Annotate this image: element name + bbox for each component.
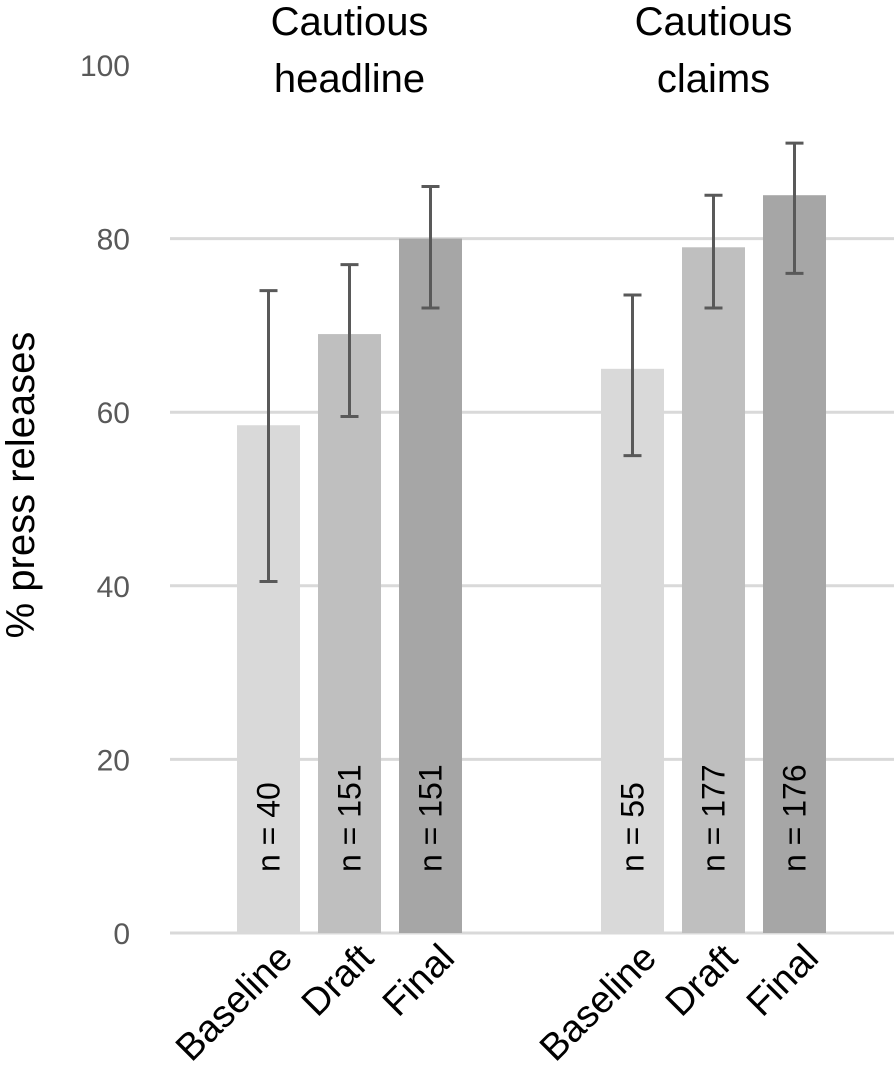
sample-size-label: n = 151 (332, 764, 368, 872)
category-label: Baseline (532, 937, 665, 1070)
category-label: Draft (658, 936, 746, 1024)
y-tick-label: 60 (97, 397, 130, 430)
bar-cautious-headline-draft (318, 334, 381, 934)
error-bar (340, 263, 359, 419)
error-bar (421, 185, 440, 310)
sample-size-label: n = 177 (696, 764, 732, 872)
error-bar (623, 293, 642, 458)
error-bar (259, 289, 278, 583)
sample-size-labels: n = 40 n = 151 n = 151 n = 55 n = 177 n = 176 (251, 764, 813, 872)
category-label: Draft (294, 936, 382, 1024)
bar-cautious-claims-final (763, 195, 826, 933)
category-label: Baseline (168, 937, 301, 1070)
group-title-line: headline (274, 57, 425, 101)
sample-size-label: n = 176 (777, 764, 813, 872)
error-bars (259, 141, 804, 583)
y-tick-label: 100 (80, 50, 130, 83)
y-axis-title: % press releases (0, 332, 43, 639)
y-tick-label: 20 (97, 744, 130, 777)
bars (237, 195, 826, 934)
bar-cautious-headline-final (399, 238, 462, 934)
y-tick-label: 40 (97, 571, 130, 604)
error-bar (785, 141, 804, 275)
group-titles: Cautious headline Cautious claims (271, 0, 793, 101)
y-tick-label: 80 (97, 224, 130, 257)
bar-cautious-claims-draft (682, 247, 745, 933)
error-bar (704, 193, 723, 310)
sample-size-label: n = 151 (413, 764, 449, 872)
y-axis-ticks: 0 20 40 60 80 100 (80, 50, 130, 951)
category-label: Final (739, 937, 827, 1025)
category-label: Final (375, 937, 463, 1025)
bar-cautious-claims-baseline (601, 368, 664, 933)
sample-size-label: n = 55 (615, 782, 651, 872)
sample-size-label: n = 40 (251, 782, 287, 872)
group-title-line: Cautious (271, 0, 429, 44)
group-title-line: claims (657, 57, 770, 101)
y-tick-label: 0 (113, 918, 130, 951)
group-title-line: Cautious (635, 0, 793, 44)
